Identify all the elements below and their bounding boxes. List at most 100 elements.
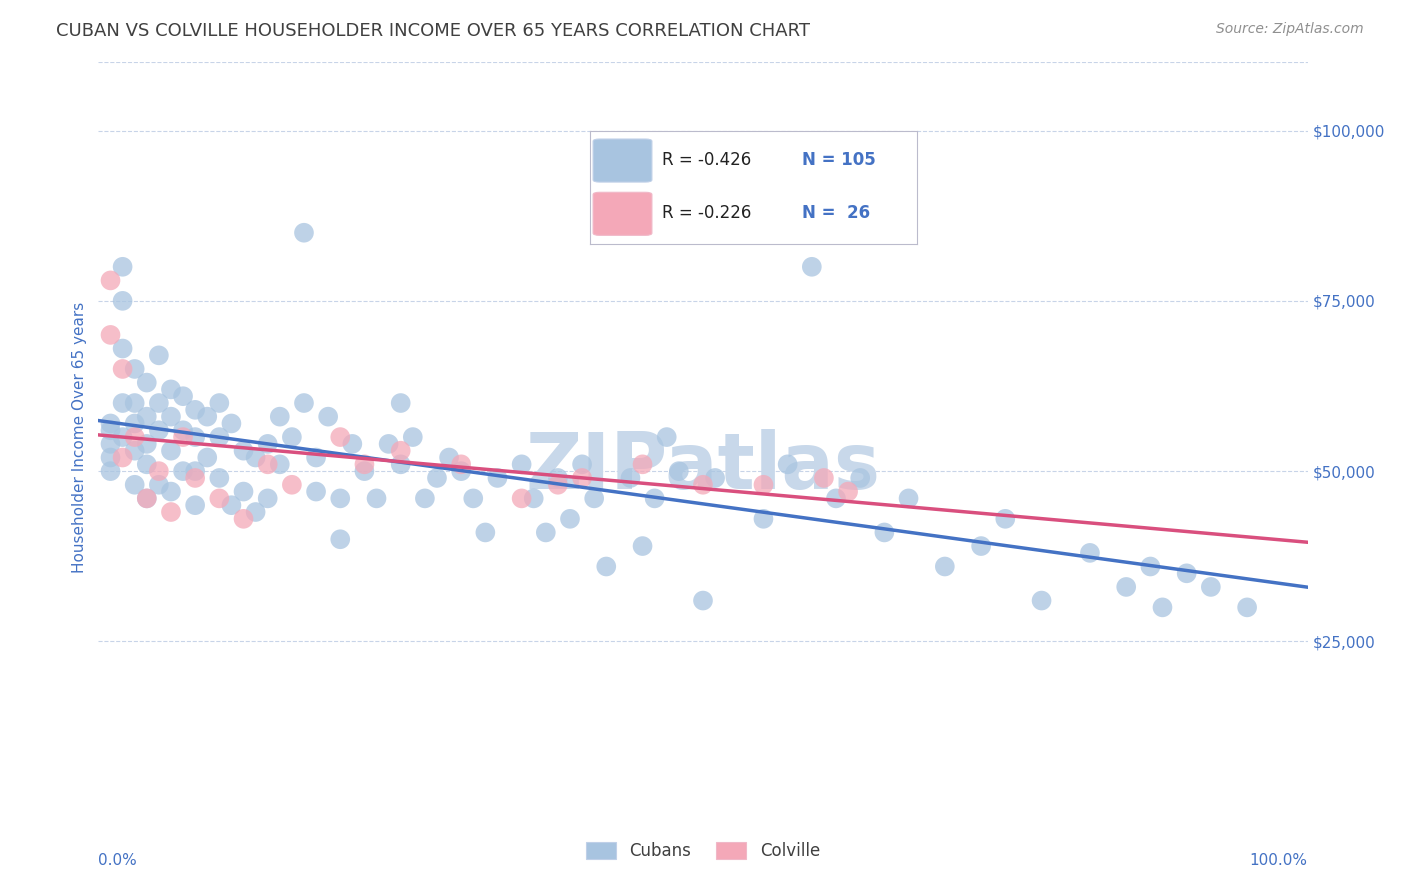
- Point: [668, 464, 690, 478]
- Point: [366, 491, 388, 506]
- Point: [256, 458, 278, 472]
- Point: [897, 491, 920, 506]
- Point: [184, 402, 207, 417]
- Point: [111, 260, 134, 274]
- Point: [595, 559, 617, 574]
- Point: [160, 409, 183, 424]
- Point: [281, 430, 304, 444]
- Point: [776, 458, 799, 472]
- Point: [389, 458, 412, 472]
- Point: [256, 491, 278, 506]
- Point: [195, 409, 218, 424]
- Point: [692, 477, 714, 491]
- Point: [172, 423, 194, 437]
- Point: [571, 458, 593, 472]
- Point: [172, 430, 194, 444]
- Text: CUBAN VS COLVILLE HOUSEHOLDER INCOME OVER 65 YEARS CORRELATION CHART: CUBAN VS COLVILLE HOUSEHOLDER INCOME OVE…: [56, 22, 810, 40]
- Point: [208, 471, 231, 485]
- Point: [292, 226, 315, 240]
- Point: [329, 491, 352, 506]
- Point: [450, 458, 472, 472]
- Y-axis label: Householder Income Over 65 years: Householder Income Over 65 years: [72, 301, 87, 573]
- Point: [571, 471, 593, 485]
- Point: [558, 512, 581, 526]
- Point: [160, 383, 183, 397]
- Point: [510, 458, 533, 472]
- Point: [111, 430, 134, 444]
- Point: [1115, 580, 1137, 594]
- Point: [135, 491, 157, 506]
- Point: [281, 477, 304, 491]
- Text: R = -0.426: R = -0.426: [662, 151, 751, 169]
- Point: [450, 464, 472, 478]
- Point: [124, 477, 146, 491]
- Point: [631, 458, 654, 472]
- Point: [232, 484, 254, 499]
- Point: [437, 450, 460, 465]
- Point: [184, 464, 207, 478]
- Point: [377, 437, 399, 451]
- Point: [148, 348, 170, 362]
- Point: [100, 327, 122, 342]
- Point: [752, 512, 775, 526]
- Point: [208, 491, 231, 506]
- Point: [752, 477, 775, 491]
- Point: [160, 443, 183, 458]
- Point: [111, 396, 134, 410]
- Point: [100, 417, 122, 431]
- Legend: Cubans, Colville: Cubans, Colville: [579, 836, 827, 867]
- Point: [111, 362, 134, 376]
- Point: [148, 423, 170, 437]
- Point: [1175, 566, 1198, 581]
- Point: [232, 443, 254, 458]
- Point: [692, 593, 714, 607]
- Point: [135, 491, 157, 506]
- Point: [208, 396, 231, 410]
- Point: [1139, 559, 1161, 574]
- Point: [184, 471, 207, 485]
- Point: [221, 498, 243, 512]
- Point: [269, 458, 291, 472]
- Point: [160, 484, 183, 499]
- Point: [245, 505, 267, 519]
- Point: [124, 443, 146, 458]
- Text: 100.0%: 100.0%: [1250, 853, 1308, 868]
- Point: [704, 471, 727, 485]
- Point: [402, 430, 425, 444]
- Point: [100, 437, 122, 451]
- Point: [148, 464, 170, 478]
- Point: [825, 491, 848, 506]
- Point: [269, 409, 291, 424]
- Point: [1236, 600, 1258, 615]
- Point: [148, 396, 170, 410]
- Text: N = 105: N = 105: [803, 151, 876, 169]
- Point: [463, 491, 485, 506]
- Point: [100, 273, 122, 287]
- Text: R = -0.226: R = -0.226: [662, 204, 751, 222]
- Point: [135, 458, 157, 472]
- FancyBboxPatch shape: [593, 139, 652, 182]
- Text: Source: ZipAtlas.com: Source: ZipAtlas.com: [1216, 22, 1364, 37]
- Point: [389, 396, 412, 410]
- Point: [353, 458, 375, 472]
- Point: [135, 437, 157, 451]
- Point: [195, 450, 218, 465]
- Point: [534, 525, 557, 540]
- Text: ZIPatlas: ZIPatlas: [526, 429, 880, 505]
- Point: [837, 484, 859, 499]
- Point: [849, 471, 872, 485]
- Point: [184, 498, 207, 512]
- Point: [111, 342, 134, 356]
- Point: [389, 443, 412, 458]
- Point: [329, 533, 352, 547]
- Point: [160, 505, 183, 519]
- Point: [523, 491, 546, 506]
- Point: [135, 376, 157, 390]
- Point: [148, 477, 170, 491]
- Point: [813, 471, 835, 485]
- Point: [1031, 593, 1053, 607]
- Point: [305, 450, 328, 465]
- Point: [486, 471, 509, 485]
- FancyBboxPatch shape: [593, 193, 652, 235]
- Point: [970, 539, 993, 553]
